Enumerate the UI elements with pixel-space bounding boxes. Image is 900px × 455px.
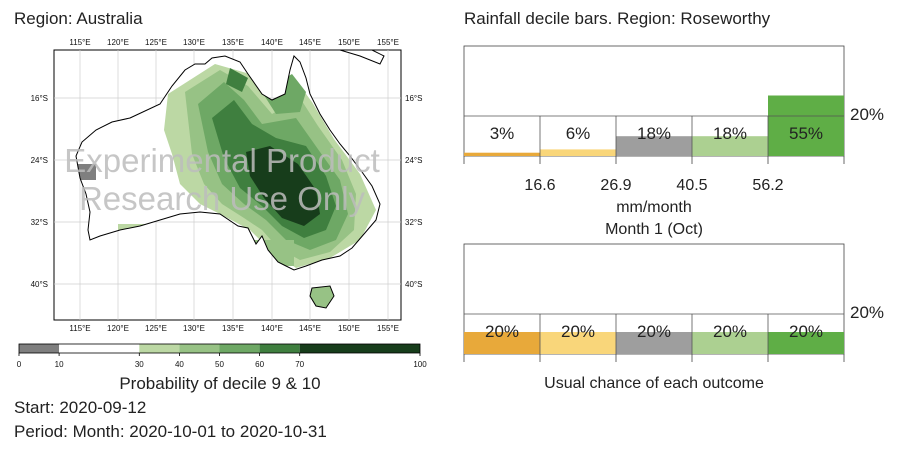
decile-percent-label: 3% [490,124,515,143]
colorbar-bin [59,344,140,353]
tasmania [309,285,335,309]
longitude-ticks-top: 115°E 120°E 125°E 130°E 135°E 140°E 145°E 150°E… [69,38,399,47]
chart-title: Month 1 (Oct) [605,221,703,238]
lon-tick-bottom: 140°E [261,324,283,333]
lat-tick-right: 24°S [405,156,422,165]
lat-tick-left: 16°S [31,94,48,103]
lon-tick-bottom: 130°E [183,324,205,333]
colorbar-tick-label: 100 [413,360,427,369]
lon-tick-top: 155°E [377,38,399,47]
mainland-australia [75,55,381,271]
colorbar-tick-label: 10 [55,360,64,369]
lon-tick-top: 120°E [107,38,129,47]
watermark-line1: Experimental Product [64,142,379,179]
decile-percent-label: 20% [561,322,595,341]
watermark-line2: Research Use Only [79,180,366,217]
chart-title: Usual chance of each outcome [544,375,764,392]
colorbar-tick-label: 70 [295,360,304,369]
decile-percent-label: 18% [637,124,671,143]
boundary-label: 26.9 [600,177,631,194]
lat-tick-right: 32°S [405,218,422,227]
decile-bar [692,136,768,156]
colorbar-bin [259,344,300,353]
map-title: Region: Australia [14,9,143,28]
lon-tick-bottom: 115°E [69,324,90,333]
colorbar-tick-label: 30 [135,360,144,369]
x-axis-label: mm/month [616,199,692,216]
boundary-label: 16.6 [524,177,555,194]
lat-tick-left: 32°S [31,218,48,227]
lon-tick-top: 135°E [222,38,244,47]
forecast-decile-chart: 3% 6% 18% 18% 55% 20% 16.6 26.9 40.5 56.2 mm/month… [463,45,884,238]
colorbar-tick-label: 60 [255,360,264,369]
colorbar-bin [179,344,220,353]
lon-tick-bottom: 125°E [145,324,167,333]
lon-tick-top: 150°E [338,38,360,47]
boundary-label: 56.2 [752,177,783,194]
lon-tick-top: 125°E [145,38,167,47]
decile-bar [768,95,844,156]
decile-charts: 3% 6% 18% 18% 55% 20% 16.6 26.9 40.5 56.2 mm/month… [463,45,884,392]
reference-label: 20% [850,105,884,124]
colorbar-bin [299,344,420,353]
colorbar-bin [139,344,180,353]
colorbar-label: Probability of decile 9 & 10 [119,374,321,393]
decile-percent-label: 55% [789,124,823,143]
colorbar-bin [219,344,260,353]
decile-percent-label: 6% [566,124,591,143]
decile-percent-label: 18% [713,124,747,143]
decile-title: Rainfall decile bars. Region: Roseworthy [464,9,771,28]
decile-percent-label: 20% [485,322,519,341]
colorbar: 0 10 30 40 50 60 70 100 [17,343,427,369]
lat-tick-left: 40°S [31,280,48,289]
australia-map: Experimental Product Research Use Only 1… [31,38,423,333]
reference-label: 20% [850,303,884,322]
latitude-ticks-right: 16°S 24°S 32°S 40°S [405,94,422,289]
lon-tick-top: 115°E [69,38,90,47]
latitude-ticks-left: 16°S 24°S 32°S 40°S [31,94,48,289]
longitude-ticks-bottom: 115°E 120°E 125°E 130°E 135°E 140°E 145°E 150°E… [69,324,399,333]
forecast-period: Period: Month: 2020-10-01 to 2020-10-31 [14,422,327,441]
lon-tick-top: 140°E [261,38,283,47]
colorbar-tick-label: 40 [175,360,184,369]
decile-percent-label: 20% [713,322,747,341]
lon-tick-bottom: 155°E [377,324,399,333]
decile-bar [692,332,768,354]
lat-tick-left: 24°S [31,156,48,165]
decile-percent-label: 20% [789,322,823,341]
lon-tick-bottom: 120°E [107,324,129,333]
decile-percent-label: 20% [637,322,671,341]
lon-tick-top: 130°E [183,38,205,47]
decile-bar [616,136,692,156]
colorbar-tick-label: 50 [215,360,224,369]
colorbar-tick-label: 0 [17,360,22,369]
lat-tick-right: 16°S [405,94,422,103]
usual-chance-chart: 20% 20% 20% 20% 20% 20% Usual chance of each o… [463,243,884,392]
colorbar-bin [19,344,60,353]
lon-tick-bottom: 150°E [338,324,360,333]
decile-bar [616,332,692,354]
decile-bar [540,332,616,354]
new-guinea-coast [339,50,385,65]
lon-tick-top: 145°E [299,38,321,47]
decile-bar [540,149,616,156]
lon-tick-bottom: 135°E [222,324,244,333]
boundary-label: 40.5 [676,177,707,194]
decile-bar [464,152,540,156]
decile-bar [464,332,540,354]
decile-bar [768,332,844,354]
lon-tick-bottom: 145°E [299,324,321,333]
lat-tick-right: 40°S [405,280,422,289]
start-date: Start: 2020-09-12 [14,398,147,417]
